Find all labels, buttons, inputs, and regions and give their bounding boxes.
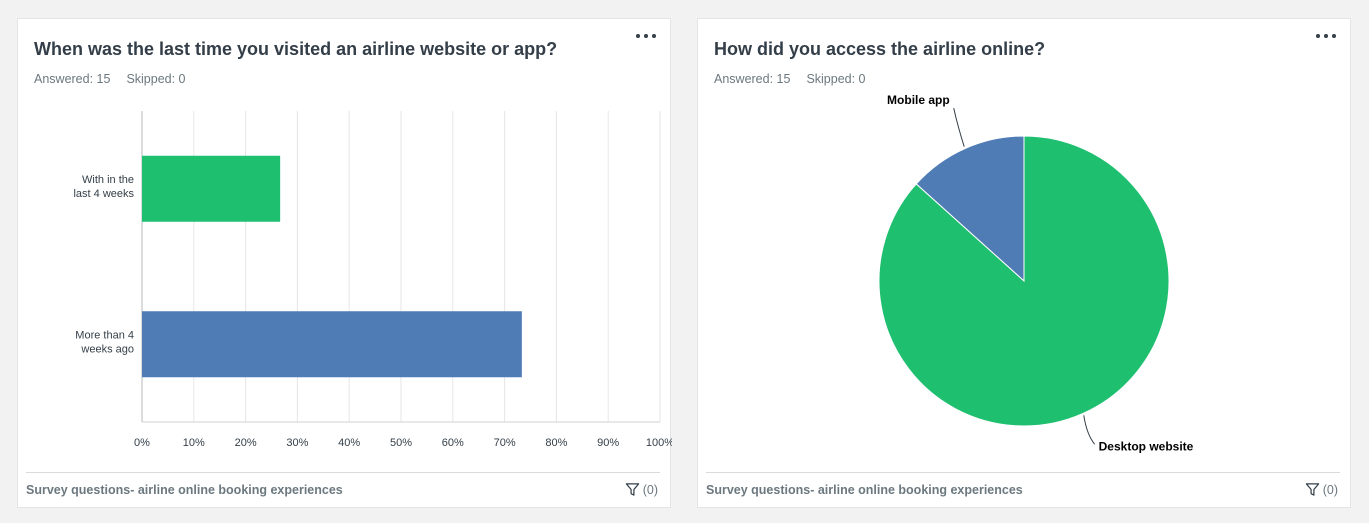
x-tick-label: 60% xyxy=(442,437,464,449)
card-title: When was the last time you visited an ai… xyxy=(34,39,558,59)
bar[interactable] xyxy=(142,311,522,378)
x-tick-label: 0% xyxy=(134,437,150,449)
x-tick-label: 100% xyxy=(646,437,672,449)
more-horizontal-icon[interactable] xyxy=(634,29,658,43)
pie-chart: Mobile app Desktop website xyxy=(878,93,1194,453)
response-stats: Answered: 15 Skipped: 0 xyxy=(34,72,186,86)
bar[interactable] xyxy=(142,155,281,222)
pie-slice[interactable] xyxy=(915,135,1025,283)
card-title: How did you access the airline online? xyxy=(714,39,1046,59)
x-tick-label: 50% xyxy=(390,437,412,449)
x-tick-label: 40% xyxy=(338,437,360,449)
leader-line xyxy=(953,107,965,147)
divider xyxy=(706,472,1340,473)
funnel-icon xyxy=(1305,483,1319,496)
skipped-count: Skipped: 0 xyxy=(126,72,186,86)
slice-label: Mobile app xyxy=(887,93,950,107)
leader-line xyxy=(1083,415,1096,445)
funnel-icon xyxy=(625,483,639,496)
category-label: weeks ago xyxy=(80,343,134,355)
x-tick-label: 90% xyxy=(597,437,619,449)
more-horizontal-icon[interactable] xyxy=(1314,29,1338,43)
filter-count: (0) xyxy=(642,482,658,497)
response-stats: Answered: 15 Skipped: 0 xyxy=(714,72,866,86)
pie-slice[interactable] xyxy=(878,135,1170,427)
category-label: With in the xyxy=(82,174,134,186)
answered-count: Answered: 15 xyxy=(34,72,111,86)
x-tick-label: 10% xyxy=(183,437,205,449)
x-tick-label: 70% xyxy=(494,437,516,449)
answered-count: Answered: 15 xyxy=(714,72,791,86)
divider xyxy=(26,472,660,473)
category-label: More than 4 xyxy=(75,329,134,341)
bar-chart: 0% 10% 20% 30% 40% 50% 60% 70% 80% 90% 100% With in… xyxy=(73,111,672,449)
slice-label: Desktop website xyxy=(1099,439,1194,453)
x-tick-label: 30% xyxy=(286,437,308,449)
filter-button[interactable]: (0) xyxy=(625,482,658,497)
skipped-count: Skipped: 0 xyxy=(806,72,866,86)
x-tick-label: 20% xyxy=(235,437,257,449)
filter-button[interactable]: (0) xyxy=(1305,482,1338,497)
x-tick-label: 80% xyxy=(545,437,567,449)
question-card-last-visit: When was the last time you visited an ai… xyxy=(17,18,672,508)
category-label: last 4 weeks xyxy=(73,188,134,200)
survey-name-link[interactable]: Survey questions- airline online booking… xyxy=(706,483,1023,497)
filter-count: (0) xyxy=(1322,482,1338,497)
question-card-access-method: How did you access the airline online? A… xyxy=(697,18,1351,508)
survey-name-link[interactable]: Survey questions- airline online booking… xyxy=(26,483,343,497)
